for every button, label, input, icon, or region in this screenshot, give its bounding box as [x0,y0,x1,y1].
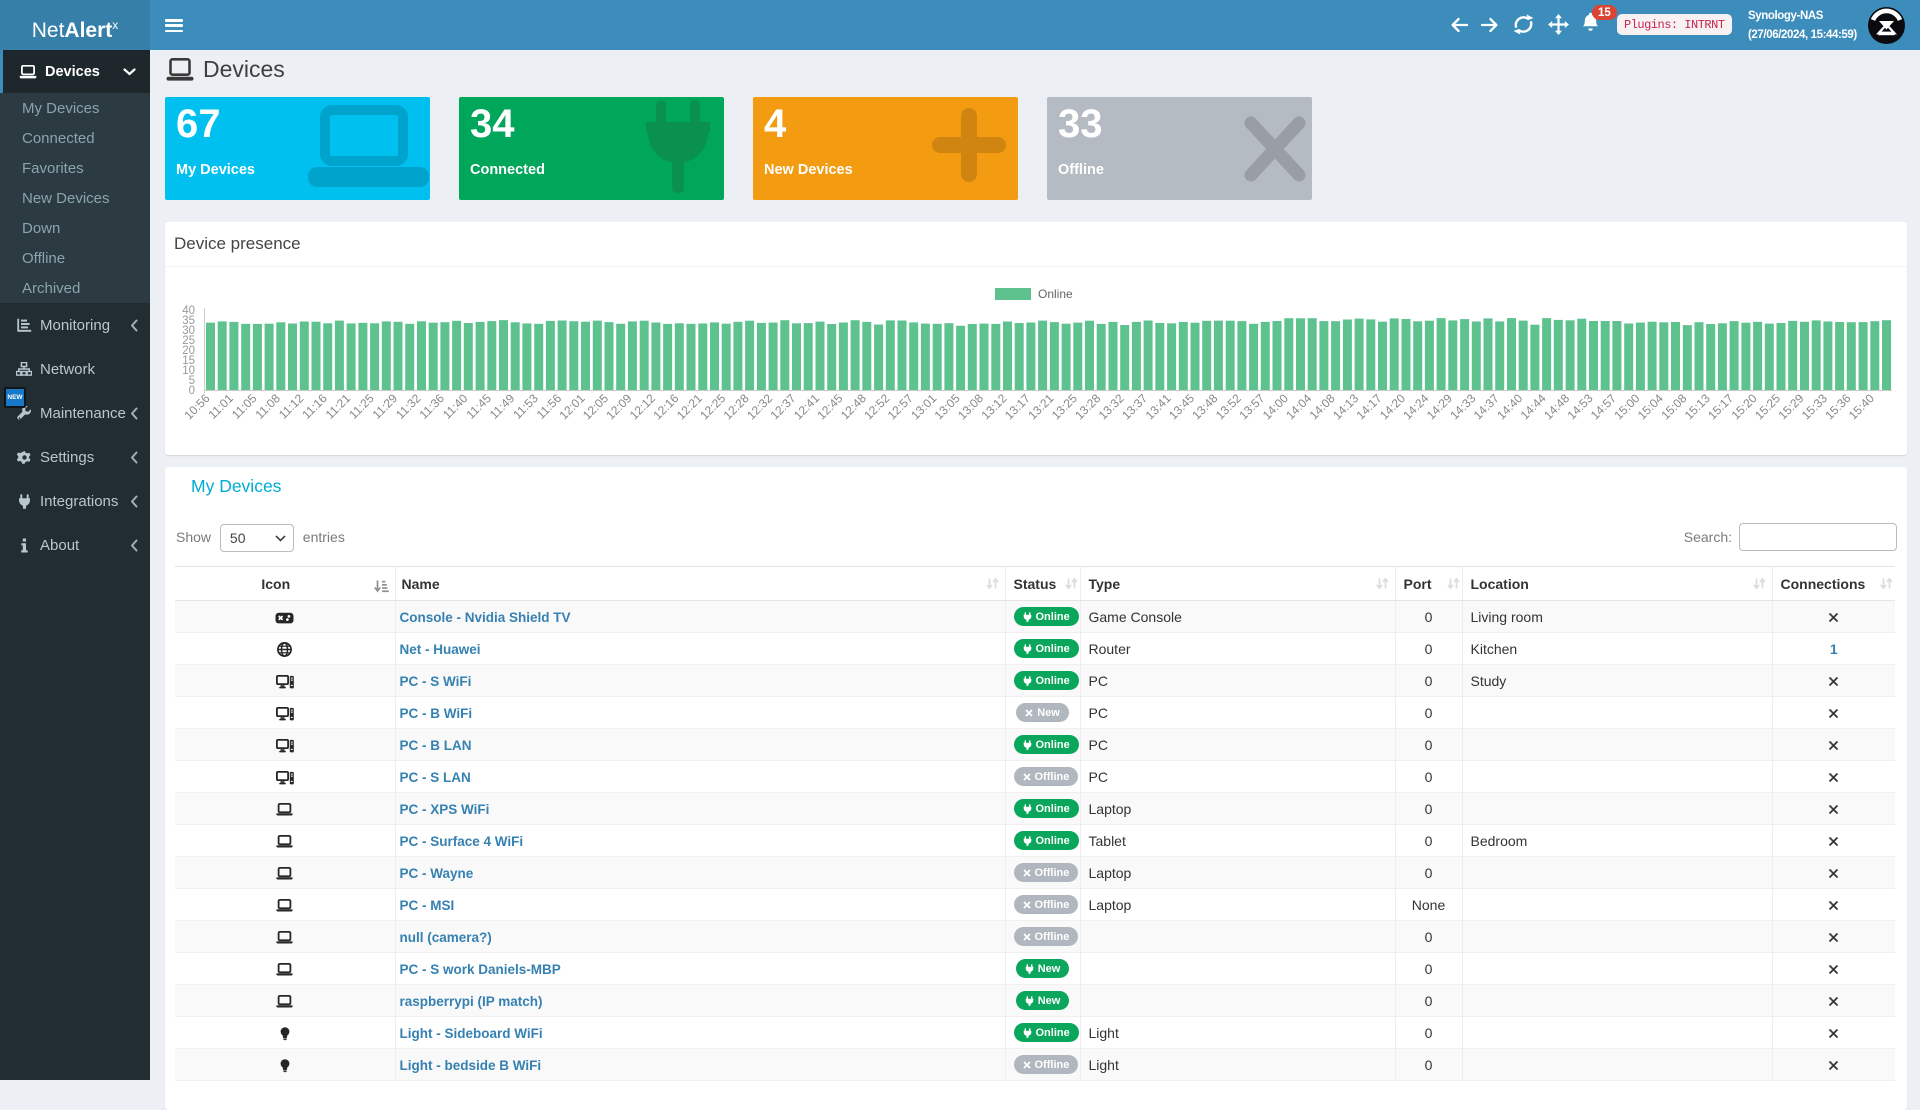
svg-text:14:48: 14:48 [1541,391,1572,422]
svg-text:20: 20 [182,345,195,357]
svg-text:11:36: 11:36 [417,391,448,422]
svg-text:15: 15 [182,355,195,367]
svg-text:14:24: 14:24 [1400,391,1431,422]
svg-text:15:00: 15:00 [1611,391,1642,422]
svg-text:12:28: 12:28 [721,391,752,422]
svg-text:15:17: 15:17 [1705,391,1736,422]
svg-text:15:20: 15:20 [1729,391,1760,422]
svg-text:12:25: 12:25 [697,391,728,422]
svg-text:Online: Online [1038,287,1073,301]
svg-text:25: 25 [182,335,195,347]
svg-text:11:12: 11:12 [276,391,307,422]
svg-text:0: 0 [189,385,195,397]
svg-text:15:40: 15:40 [1846,391,1877,422]
svg-text:13:57: 13:57 [1236,391,1267,422]
svg-text:15:04: 15:04 [1635,391,1666,422]
svg-text:11:32: 11:32 [393,391,424,422]
svg-text:12:57: 12:57 [885,391,916,422]
svg-text:12:01: 12:01 [556,391,587,422]
svg-text:13:37: 13:37 [1119,391,1150,422]
svg-text:11:01: 11:01 [206,391,237,422]
svg-text:14:29: 14:29 [1424,391,1455,422]
svg-text:14:33: 14:33 [1447,391,1478,422]
svg-text:10: 10 [182,365,195,377]
svg-text:13:45: 13:45 [1166,391,1197,422]
svg-text:5: 5 [189,375,195,387]
svg-text:12:52: 12:52 [861,391,892,422]
svg-text:12:21: 12:21 [674,391,705,422]
svg-text:11:40: 11:40 [440,391,471,422]
svg-text:13:41: 13:41 [1143,391,1174,422]
svg-text:11:08: 11:08 [252,391,283,422]
svg-text:10:56: 10:56 [181,391,212,422]
svg-text:13:52: 13:52 [1213,391,1244,422]
svg-text:14:17: 14:17 [1353,391,1384,422]
svg-text:15:13: 15:13 [1682,391,1713,422]
svg-text:13:25: 13:25 [1049,391,1080,422]
svg-text:14:04: 14:04 [1283,391,1314,422]
svg-text:14:08: 14:08 [1307,391,1338,422]
svg-text:11:45: 11:45 [463,391,494,422]
svg-text:13:28: 13:28 [1072,391,1103,422]
svg-text:13:05: 13:05 [932,391,963,422]
svg-text:30: 30 [182,325,195,337]
svg-text:12:05: 12:05 [580,391,611,422]
svg-text:14:40: 14:40 [1494,391,1525,422]
svg-text:14:57: 14:57 [1588,391,1619,422]
svg-text:13:17: 13:17 [1002,391,1033,422]
svg-text:12:32: 12:32 [744,391,775,422]
svg-text:12:45: 12:45 [814,391,845,422]
svg-text:12:09: 12:09 [603,391,634,422]
svg-text:13:48: 13:48 [1189,391,1220,422]
svg-text:11:25: 11:25 [346,391,377,422]
svg-text:14:37: 14:37 [1471,391,1502,422]
svg-text:14:00: 14:00 [1260,391,1291,422]
svg-text:12:41: 12:41 [791,391,822,422]
svg-text:11:53: 11:53 [510,391,541,422]
svg-text:13:21: 13:21 [1025,391,1056,422]
svg-text:11:21: 11:21 [323,391,354,422]
svg-text:11:49: 11:49 [487,391,518,422]
svg-text:12:12: 12:12 [627,391,658,422]
svg-text:13:32: 13:32 [1096,391,1127,422]
svg-text:14:53: 14:53 [1564,391,1595,422]
svg-text:11:29: 11:29 [370,391,401,422]
svg-text:15:33: 15:33 [1799,391,1830,422]
svg-text:14:44: 14:44 [1518,391,1549,422]
svg-text:13:08: 13:08 [955,391,986,422]
svg-text:13:12: 13:12 [978,391,1009,422]
svg-text:12:48: 12:48 [838,391,869,422]
svg-text:12:37: 12:37 [767,391,798,422]
svg-text:11:16: 11:16 [299,391,330,422]
svg-text:15:25: 15:25 [1752,391,1783,422]
svg-text:12:16: 12:16 [650,391,681,422]
svg-text:35: 35 [182,315,195,327]
svg-text:15:36: 15:36 [1822,391,1853,422]
svg-text:14:13: 14:13 [1330,391,1361,422]
svg-text:13:01: 13:01 [908,391,939,422]
svg-text:14:20: 14:20 [1377,391,1408,422]
svg-text:11:05: 11:05 [229,391,260,422]
svg-text:40: 40 [182,305,195,317]
svg-text:15:08: 15:08 [1658,391,1689,422]
svg-text:15:29: 15:29 [1775,391,1806,422]
